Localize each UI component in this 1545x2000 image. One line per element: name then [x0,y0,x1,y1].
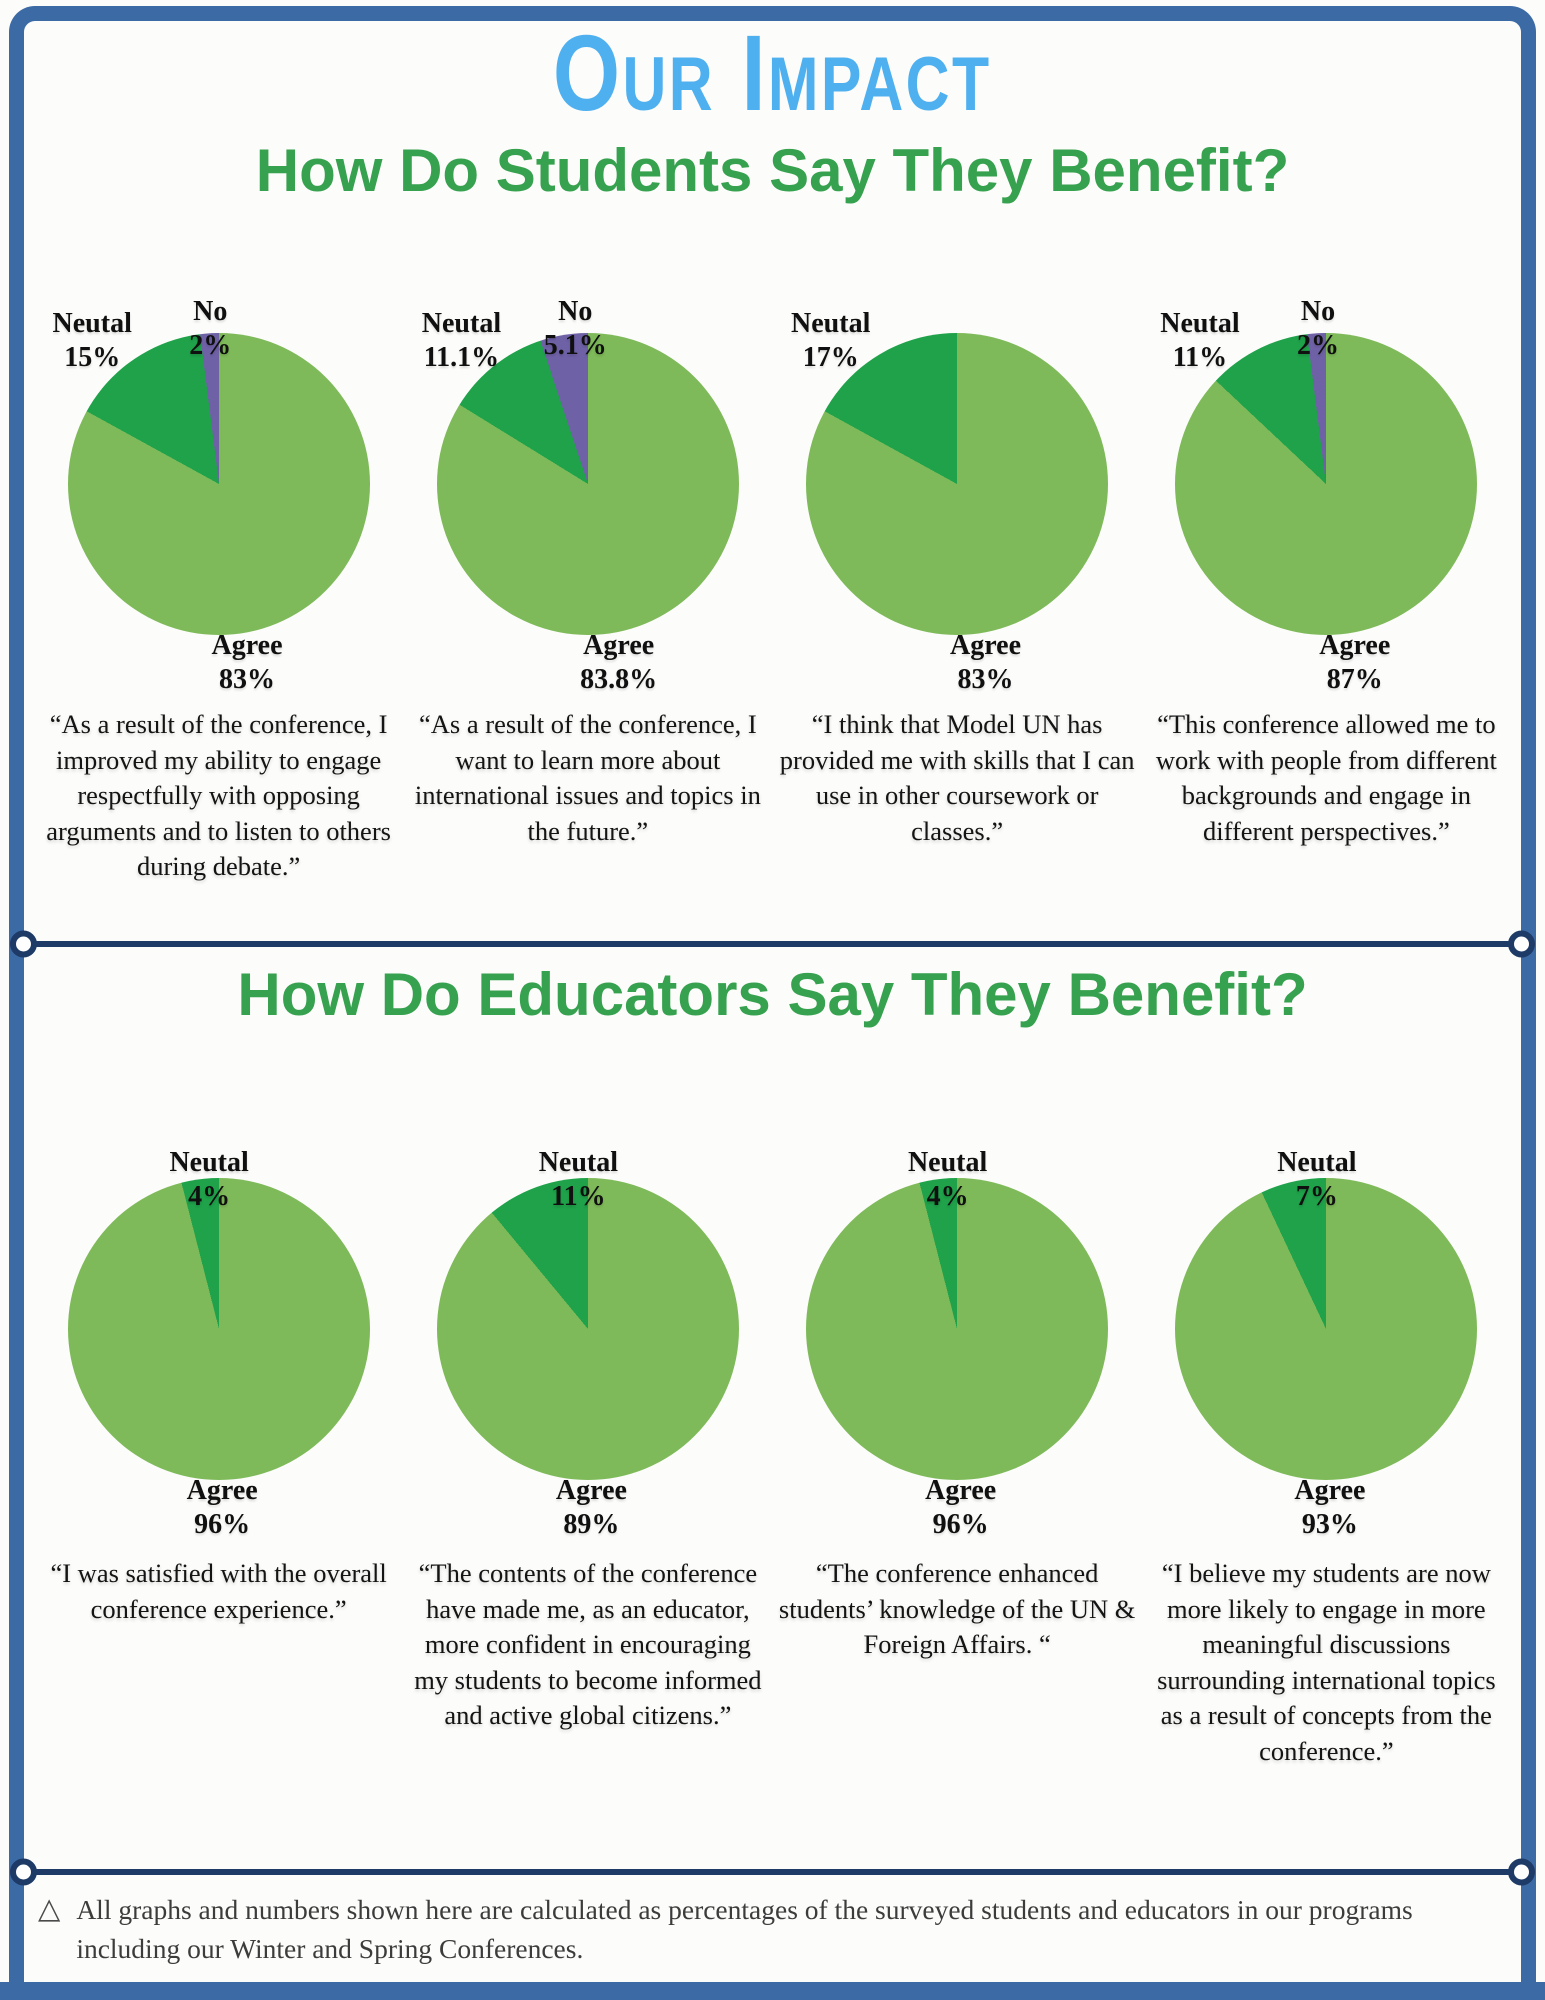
triangle-icon: △ [38,1893,61,1925]
agree-label: Agree 96% [187,1474,258,1542]
slice-name: Neutal [791,307,871,339]
slice-value: 89% [563,1509,620,1541]
student-chart-1: Neutal 15% No 2% Agree 83% “As a result … [34,230,403,885]
slice-value: 83.8% [580,664,658,696]
footer-divider [14,1869,1531,1875]
slice-name: Agree [555,1474,627,1506]
neutral-label: Neutal 7% [1277,1146,1356,1214]
pie-chart [67,1178,370,1480]
section-divider [14,941,1531,947]
neutral-label: Neutal 15% [53,307,132,375]
slice-value: 2% [1296,330,1339,362]
no-label: No 5.1% [544,295,607,363]
quote-text: “As a result of the conference, I improv… [46,709,391,881]
educator-chart-3: Neutal 4% Agree 96% “The conference enha… [773,1075,1142,1769]
neutral-label: Neutal 11.1% [422,307,501,375]
slice-value: 4% [188,1181,231,1213]
pie-chart [436,1178,739,1480]
students-charts-row: Neutal 15% No 2% Agree 83% “As a result … [34,230,1511,885]
agree-label: Agree 83% [212,629,283,697]
agree-label: Agree 96% [925,1474,996,1542]
slice-name: Agree [186,1474,258,1506]
no-label: No 2% [1297,295,1339,363]
neutral-label: Neutal 17% [791,307,870,375]
educator-chart-1: Neutal 4% Agree 96% “I was satisfied wit… [34,1075,403,1769]
slice-name: Agree [950,629,1022,661]
slice-value: 96% [194,1509,251,1541]
slice-value: 11.1% [423,342,500,374]
slice-name: Neutal [907,1146,988,1178]
agree-label: Agree 93% [1294,1474,1365,1542]
slice-value: 5.1% [543,330,607,362]
neutral-label: Neutal 11% [1160,307,1239,375]
agree-label: Agree 87% [1319,629,1390,697]
educators-charts-row: Neutal 4% Agree 96% “I was satisfied wit… [34,1075,1511,1769]
slice-name: No [558,295,593,327]
slice-value: 11% [1172,342,1228,374]
slice-value: 83% [219,664,276,696]
footer-text: All graphs and numbers shown here are ca… [76,1894,1413,1964]
slice-value: 15% [64,342,121,374]
quote-text: “I was satisfied with the overall confer… [50,1558,387,1624]
slice-name: Agree [1294,1474,1366,1506]
quote-text: “This conference allowed me to work with… [1155,709,1497,846]
quote-text: “I believe my students are now more like… [1157,1558,1496,1766]
slice-value: 96% [932,1509,989,1541]
slice-value: 83% [957,664,1014,696]
agree-label: Agree 83% [950,629,1021,697]
slice-value: 93% [1301,1509,1358,1541]
pie-chart [436,333,739,635]
slice-name: Agree [583,629,655,661]
slice-value: 11% [551,1181,606,1213]
educator-chart-4: Neutal 7% Agree 93% “I believe my studen… [1142,1075,1511,1769]
neutral-label: Neutal 11% [539,1146,618,1214]
slice-name: Neutal [421,307,502,339]
educator-chart-2: Neutal 11% Agree 89% “The contents of th… [403,1075,772,1769]
no-label: No 2% [189,295,231,363]
section-heading-educators: How Do Educators Say They Benefit? [237,961,1308,1028]
agree-label: Agree 83.8% [580,629,657,697]
student-chart-3: Neutal 17% Agree 83% “I think that Model… [773,230,1142,885]
neutral-label: Neutal 4% [908,1146,987,1214]
slice-name: No [193,295,228,327]
slice-name: Neutal [1277,1146,1357,1178]
pie-chart [67,333,370,635]
slice-name: Neutal [538,1146,619,1178]
student-chart-2: Neutal 11.1% No 5.1% Agree 83.8% “As a r… [403,230,772,885]
slice-name: Neutal [52,307,132,339]
pie-chart [806,333,1109,635]
slice-value: 7% [1295,1181,1338,1213]
student-chart-4: Neutal 11% No 2% Agree 87% “This confere… [1142,230,1511,885]
slice-name: Agree [1319,629,1391,661]
slice-name: No [1300,295,1336,327]
slice-name: Neutal [169,1146,249,1178]
quote-text: “The contents of the conference have mad… [414,1558,762,1730]
neutral-label: Neutal 4% [169,1146,248,1214]
page-title: Our Impact [553,12,992,133]
slice-name: Agree [211,629,283,661]
bottom-bar [0,1982,1545,2000]
slice-name: Neutal [1160,307,1240,339]
agree-label: Agree 89% [556,1474,627,1542]
pie-chart [1175,333,1478,635]
slice-value: 17% [802,342,859,374]
quote-text: “I think that Model UN has provided me w… [779,709,1135,846]
footer-note: △ All graphs and numbers shown here are … [38,1891,1519,1968]
slice-value: 2% [189,330,232,362]
quote-text: “As a result of the conference, I want t… [414,709,761,846]
slice-value: 87% [1326,664,1383,696]
pie-chart [806,1178,1109,1480]
slice-name: Agree [925,1474,997,1506]
slice-value: 4% [926,1181,969,1213]
quote-text: “The conference enhanced students’ knowl… [778,1558,1136,1659]
pie-chart [1175,1178,1478,1480]
section-heading-students: How Do Students Say They Benefit? [255,137,1290,204]
